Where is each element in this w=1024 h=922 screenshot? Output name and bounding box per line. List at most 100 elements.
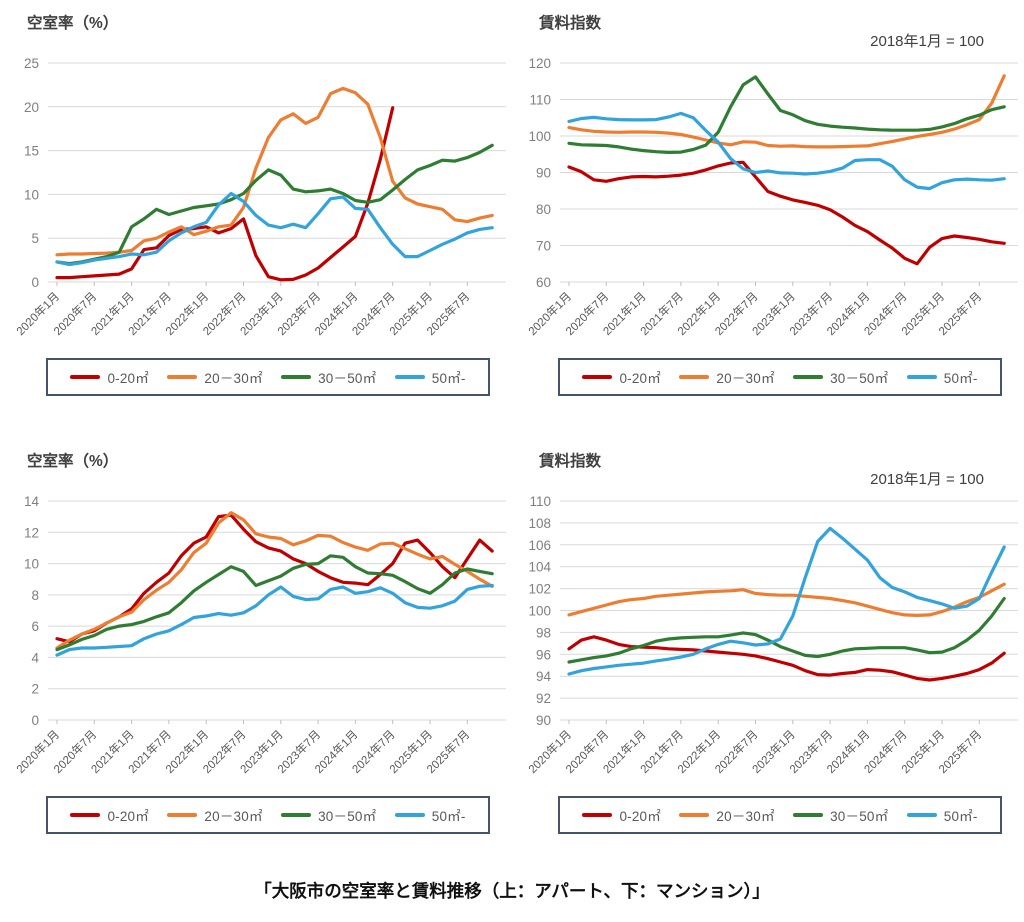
y-axis-tick-label: 102 bbox=[528, 582, 551, 597]
legend-swatch-icon bbox=[793, 375, 824, 379]
series-line-20－30㎡ bbox=[55, 511, 494, 650]
legend-swatch-icon bbox=[281, 375, 312, 379]
legend-label: 30－50㎡ bbox=[830, 371, 889, 386]
y-axis-tick-label: 5 bbox=[31, 231, 39, 246]
chart-mansion-rent-index: 90929496981001021041061081102020年1月2020年… bbox=[525, 451, 1018, 776]
legend-swatch-icon bbox=[394, 375, 425, 379]
y-axis-tick-label: 106 bbox=[528, 538, 551, 553]
y-axis-tick-label: 104 bbox=[528, 560, 551, 575]
series-line-20－30㎡ bbox=[55, 86, 494, 257]
legend-swatch-icon bbox=[906, 375, 937, 379]
chart-title: 賃料指数 bbox=[538, 451, 602, 470]
legend-swatch-icon bbox=[582, 375, 613, 379]
series-line-0-20㎡ bbox=[567, 635, 1006, 682]
legend-label: 30－50㎡ bbox=[318, 809, 377, 824]
y-axis-tick-label: 25 bbox=[24, 56, 39, 71]
legend-swatch-icon bbox=[582, 813, 613, 817]
chart-apartment-rent-index: 607080901001101202020年1月2020年7月2021年1月20… bbox=[525, 13, 1018, 338]
legend-swatch-icon bbox=[906, 813, 937, 817]
y-axis-tick-label: 10 bbox=[24, 557, 39, 572]
series-line-50㎡- bbox=[567, 111, 1006, 191]
legend-item: 0-20㎡ bbox=[70, 367, 149, 387]
legend-label: 50㎡- bbox=[431, 809, 466, 824]
legend-item: 20－30㎡ bbox=[167, 805, 262, 825]
series-line-50㎡- bbox=[55, 583, 494, 657]
legend-swatch-icon bbox=[281, 813, 312, 817]
legend-item: 30－50㎡ bbox=[281, 805, 376, 825]
legend-item: 50㎡- bbox=[394, 805, 466, 825]
legend-label: 50㎡- bbox=[943, 371, 978, 386]
series-line-20－30㎡ bbox=[567, 74, 1006, 149]
series-line-0-20㎡ bbox=[567, 160, 1006, 266]
legend-item: 30－50㎡ bbox=[793, 805, 888, 825]
y-axis-tick-label: 15 bbox=[24, 144, 39, 159]
legend-label: 0-20㎡ bbox=[619, 371, 661, 386]
legend-swatch-icon bbox=[679, 813, 710, 817]
chart-apartment-vacancy: 05101520252020年1月2020年7月2021年1月2021年7月20… bbox=[13, 13, 506, 338]
legend-label: 0-20㎡ bbox=[619, 809, 661, 824]
y-axis-tick-label: 2 bbox=[31, 682, 39, 697]
series-line-30－50㎡ bbox=[55, 554, 494, 652]
y-axis-tick-label: 94 bbox=[536, 669, 552, 684]
chart-title: 空室率（%） bbox=[27, 451, 118, 470]
figure-caption: 「大阪市の空室率と賃料推移（上：アパート、下：マンション）」 bbox=[254, 881, 770, 901]
legend-label: 30－50㎡ bbox=[318, 371, 377, 386]
chart-mansion-vacancy: 024681012142020年1月2020年7月2021年1月2021年7月2… bbox=[13, 451, 506, 776]
charts-grid: 0 5 10 15 20 25 2020年1月 2020年7月 2021年1月 2021年7月 20… bbox=[0, 0, 1024, 834]
legend-swatch-icon bbox=[167, 813, 198, 817]
y-axis-tick-label: 90 bbox=[536, 166, 551, 181]
y-axis-tick-label: 0 bbox=[31, 275, 39, 290]
y-axis-tick-label: 20 bbox=[24, 100, 39, 115]
y-axis-tick-label: 0 bbox=[31, 713, 39, 728]
legend-item: 0-20㎡ bbox=[582, 805, 661, 825]
y-axis-tick-label: 6 bbox=[31, 619, 39, 634]
series-line-0-20㎡ bbox=[55, 106, 395, 282]
legend-item: 0-20㎡ bbox=[582, 367, 661, 387]
legend-label: 20－30㎡ bbox=[204, 371, 263, 386]
panel-mansion-rent-index: 90 92 94 96 98 100 102 104 106 108 110 2020年1月 2020年… bbox=[512, 438, 1024, 834]
chart-title: 空室率（%） bbox=[27, 13, 118, 32]
legend-swatch-icon bbox=[679, 375, 710, 379]
legend-item: 30－50㎡ bbox=[281, 367, 376, 387]
y-axis-tick-label: 60 bbox=[536, 275, 551, 290]
legend-item: 20－30㎡ bbox=[679, 367, 774, 387]
y-axis-tick-label: 100 bbox=[528, 129, 551, 144]
legend-label: 20－30㎡ bbox=[716, 371, 775, 386]
series-line-50㎡- bbox=[567, 526, 1006, 676]
legend-label: 0-20㎡ bbox=[107, 371, 149, 386]
y-axis-tick-label: 98 bbox=[536, 625, 551, 640]
panel-apartment-rent-index: 60 70 80 90 100 110 120 2020年1月 2020年7月 2021年1月 20… bbox=[512, 0, 1024, 396]
y-axis-tick-label: 108 bbox=[528, 516, 551, 531]
y-axis-tick-label: 90 bbox=[536, 713, 551, 728]
legend-label: 20－30㎡ bbox=[716, 809, 775, 824]
panel-mansion-vacancy: 0 2 4 6 8 10 12 14 2020年1月 2020年7月 2021年1月 2021年7月 2… bbox=[0, 438, 512, 834]
legend-item: 50㎡- bbox=[394, 367, 466, 387]
legend-apartment-vacancy: 0-20㎡ 20－30㎡ 30－50㎡ 50㎡- bbox=[46, 358, 490, 396]
y-axis-tick-label: 120 bbox=[528, 56, 551, 71]
series-line-20－30㎡ bbox=[567, 582, 1006, 617]
legend-apartment-rent-index: 0-20㎡ 20－30㎡ 30－50㎡ 50㎡- bbox=[558, 358, 1002, 396]
legend-swatch-icon bbox=[394, 813, 425, 817]
legend-label: 50㎡- bbox=[431, 371, 466, 386]
legend-mansion-rent-index: 0-20㎡ 20－30㎡ 30－50㎡ 50㎡- bbox=[558, 796, 1002, 834]
series-line-30－50㎡ bbox=[55, 143, 494, 266]
y-axis-tick-label: 110 bbox=[529, 93, 551, 108]
y-axis-tick-label: 100 bbox=[528, 604, 551, 619]
y-axis-tick-label: 80 bbox=[536, 202, 551, 217]
y-axis-tick-label: 92 bbox=[536, 691, 551, 706]
panel-apartment-vacancy: 0 5 10 15 20 25 2020年1月 2020年7月 2021年1月 2021年7月 20… bbox=[0, 0, 512, 396]
index-base-annotation: 2018年1月 = 100 bbox=[870, 471, 984, 488]
legend-swatch-icon bbox=[793, 813, 824, 817]
legend-item: 20－30㎡ bbox=[167, 367, 262, 387]
y-axis-tick-label: 96 bbox=[536, 647, 551, 662]
legend-item: 0-20㎡ bbox=[70, 805, 149, 825]
y-axis-tick-label: 14 bbox=[24, 494, 40, 509]
legend-swatch-icon bbox=[70, 375, 101, 379]
series-line-30－50㎡ bbox=[567, 75, 1006, 154]
series-line-50㎡- bbox=[55, 191, 494, 267]
legend-item: 50㎡- bbox=[906, 805, 978, 825]
legend-item: 50㎡- bbox=[906, 367, 978, 387]
index-base-annotation: 2018年1月 = 100 bbox=[870, 33, 984, 50]
legend-label: 0-20㎡ bbox=[107, 809, 149, 824]
legend-item: 20－30㎡ bbox=[679, 805, 774, 825]
